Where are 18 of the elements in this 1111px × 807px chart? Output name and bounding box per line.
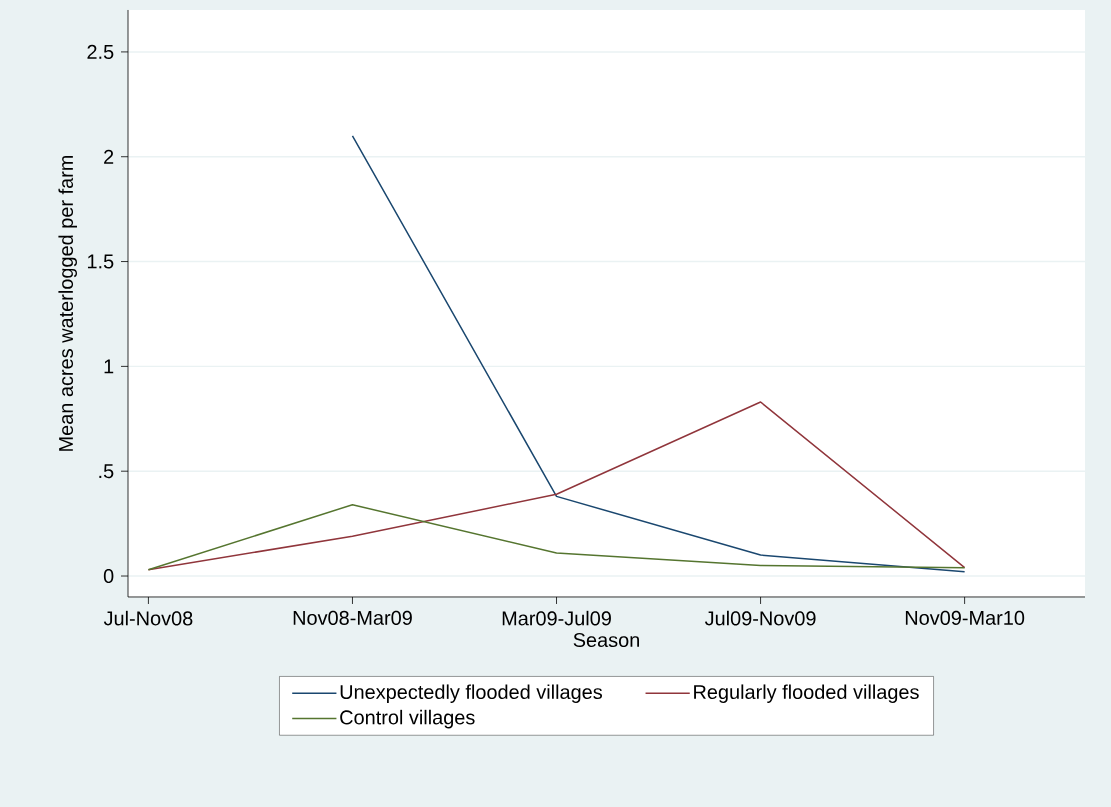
y-tick-label: .5 <box>99 464 114 479</box>
x-tick-label: Jul09-Nov09 <box>704 610 816 626</box>
x-tick-label: Mar09-Jul09 <box>502 610 611 626</box>
line-series <box>147 503 966 571</box>
y-tick-label: 1 <box>104 359 114 374</box>
x-axis-title: Season <box>573 632 639 648</box>
x-tick-label: Nov08-Mar09 <box>293 610 412 625</box>
legend-label: Unexpectedly flooded villages <box>340 684 602 703</box>
y-tick-label: 0 <box>103 568 114 584</box>
x-tick-label: Jul-Nov08 <box>103 610 193 626</box>
y-tick-label: 2.5 <box>87 44 114 59</box>
legend-label: Regularly flooded villages <box>694 684 919 703</box>
y-tick-label: 1.5 <box>87 254 114 269</box>
x-tick-label: Nov09-Mar10 <box>905 610 1025 625</box>
line-series <box>351 135 966 573</box>
y-tick-label: 2 <box>104 149 114 164</box>
legend-label: Control villages <box>340 709 475 729</box>
y-axis-title: Mean acres waterlogged per farm <box>58 155 77 451</box>
